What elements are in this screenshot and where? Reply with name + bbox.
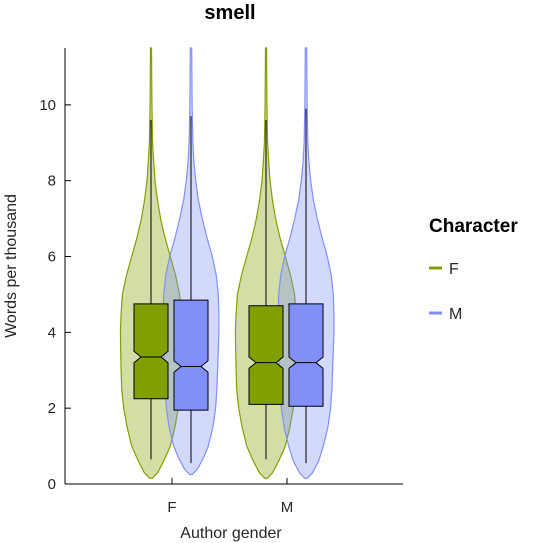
y-axis-title: Words per thousand xyxy=(3,194,20,338)
y-tick-label: 4 xyxy=(48,324,56,341)
axes: 0 2 4 6 8 10 F M xyxy=(39,48,403,516)
box-m-f xyxy=(173,299,209,411)
legend-title: Character xyxy=(429,216,518,237)
y-tick-label: 0 xyxy=(48,476,56,493)
y-tick-label: 6 xyxy=(48,249,56,266)
plot-area xyxy=(119,47,335,479)
x-tick-label: M xyxy=(281,499,294,516)
chart-title: smell xyxy=(204,2,255,24)
legend: Character F M xyxy=(429,216,518,323)
x-axis-title: Author gender xyxy=(180,525,282,542)
x-tick-label: F xyxy=(167,499,176,516)
legend-label-f: F xyxy=(449,261,459,278)
y-tick-label: 2 xyxy=(48,400,56,417)
y-tick-label: 10 xyxy=(39,97,56,114)
box-m-m xyxy=(288,303,324,407)
legend-label-m: M xyxy=(449,306,462,323)
box-f-m xyxy=(248,305,284,405)
box-f-f xyxy=(133,303,169,400)
y-tick-label: 8 xyxy=(48,173,56,190)
